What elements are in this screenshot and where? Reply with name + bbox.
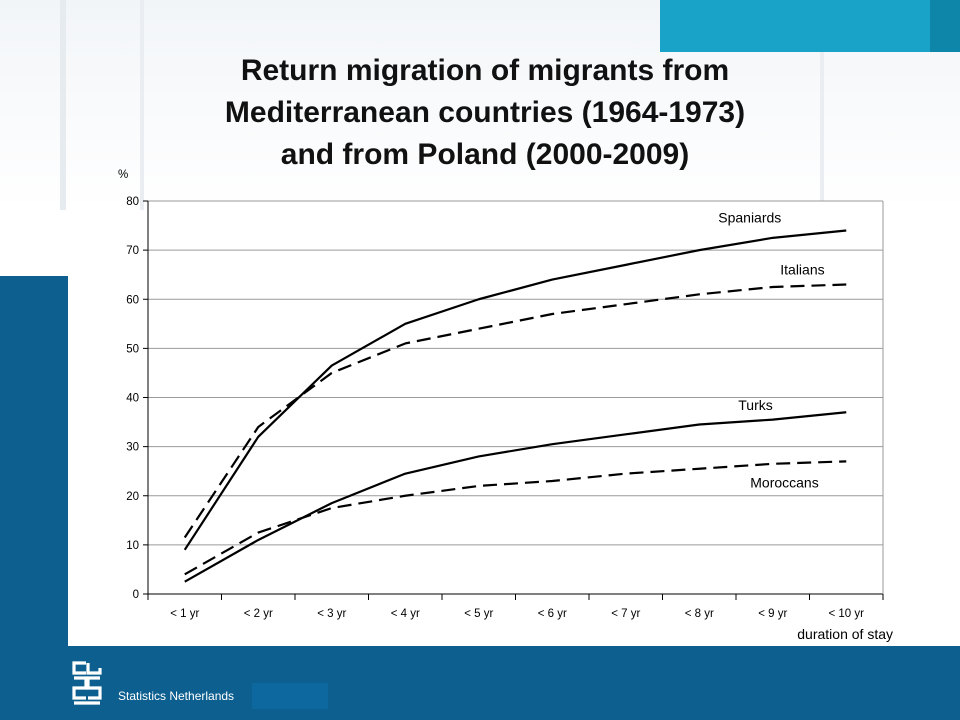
y-tick-label: 60 [126, 294, 139, 306]
x-tick-label: < 8 yr [685, 608, 714, 620]
background-stripe [60, 0, 66, 210]
background-stripe [820, 0, 824, 210]
x-tick-label: < 6 yr [538, 608, 567, 620]
series-line-italians [183, 283, 847, 539]
footer-highlight [252, 683, 328, 709]
x-tick-label: < 4 yr [391, 608, 420, 620]
series-line-moroccans [184, 460, 847, 576]
y-tick-label: 30 [126, 442, 139, 454]
background-stripe [140, 0, 144, 210]
x-tick-label: < 5 yr [464, 608, 493, 620]
cbs-logo-icon [72, 661, 102, 705]
corner-accent-dark [930, 0, 960, 52]
y-tick-label: 80 [126, 196, 139, 208]
series-line-turks [184, 411, 847, 583]
title-line: and from Poland (2000-2009) [280, 138, 690, 171]
x-tick-label: < 2 yr [244, 608, 273, 620]
y-tick-label: 40 [126, 393, 139, 405]
x-tick-label: < 3 yr [317, 608, 346, 620]
footer-bar [0, 646, 960, 720]
title-line: Mediterranean countries (1964-1973) [224, 96, 746, 129]
series-label: Moroccans [750, 474, 818, 490]
x-tick-label: < 10 yr [829, 608, 865, 620]
title-line: Return migration of migrants from [240, 54, 730, 87]
slide-title: Return migration of migrants from Medite… [90, 50, 880, 176]
corner-accent [660, 0, 960, 52]
x-tick-label: < 9 yr [758, 608, 787, 620]
y-tick-label: 10 [126, 540, 139, 552]
y-axis-label: % [118, 169, 128, 181]
series-label: Turks [738, 397, 772, 413]
y-tick-label: 20 [126, 491, 139, 503]
x-tick-label: < 7 yr [611, 608, 640, 620]
x-tick-label: < 1 yr [170, 608, 199, 620]
footer-organization-name: Statistics Netherlands [118, 689, 235, 703]
series-label: Spaniards [718, 209, 781, 225]
x-axis-label: duration of stay [797, 626, 893, 642]
y-tick-label: 0 [133, 589, 139, 601]
y-tick-label: 50 [126, 343, 139, 355]
series-label: Italians [780, 262, 824, 278]
y-tick-label: 70 [126, 245, 139, 257]
